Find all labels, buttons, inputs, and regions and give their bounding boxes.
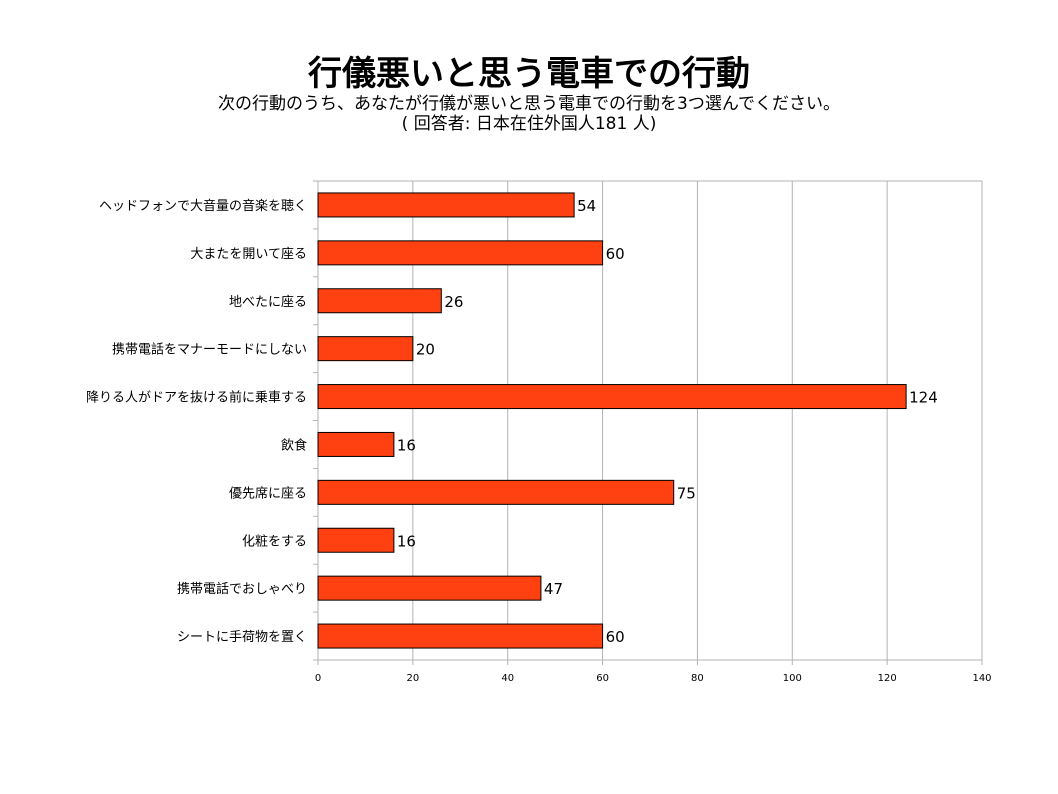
value-label: 16 [397,532,416,550]
value-label: 124 [909,389,938,407]
bar [317,575,542,601]
x-tick-label: 100 [783,673,802,684]
chart-subtitle: 次の行動のうち、あなたが行儀が悪いと思う電車での行動を3つ選んでください。 [218,94,840,114]
value-label: 20 [416,341,435,359]
value-label: 47 [544,580,563,598]
category-label: 飲食 [281,437,307,453]
value-label: 16 [397,436,416,454]
x-tick-label: 20 [406,673,419,684]
bar [317,336,414,362]
value-label: 60 [606,245,625,263]
x-tick-label: 120 [878,673,897,684]
category-label: 大またを開いて座る [190,247,307,262]
value-label: 54 [577,197,596,215]
value-label: 75 [677,484,696,502]
chart-title: 行儀悪いと思う電車での行動 [308,54,750,94]
category-label: 化粧をする [242,534,307,549]
respondent-note: ( 回答者: 日本在住外国人181 人) [401,114,657,134]
bar [317,288,442,314]
bar [317,527,395,553]
bar [317,240,604,266]
category-label: 携帯電話をマナーモードにしない [112,342,307,358]
category-label: 地べたに座る [229,295,307,310]
x-tick-label: 60 [596,673,609,684]
category-label: 優先席に座る [229,485,307,501]
value-label: 26 [444,293,463,311]
bar [317,431,395,457]
category-label: ヘッドフォンで大音量の音楽を聴く [99,198,307,214]
category-label: 携帯電話でおしゃべり [177,581,307,597]
bar [317,384,907,410]
bar [317,623,604,649]
x-tick-label: 40 [501,673,514,684]
value-label: 60 [606,628,625,646]
category-label: シートに手荷物を置く [177,630,307,645]
x-tick-label: 80 [691,673,704,684]
bar [317,479,675,505]
bar [317,192,575,218]
x-tick-label: 0 [315,673,321,684]
x-tick-label: 140 [972,673,991,684]
category-label: 降りる人がドアを抜ける前に乗車する [86,390,307,406]
